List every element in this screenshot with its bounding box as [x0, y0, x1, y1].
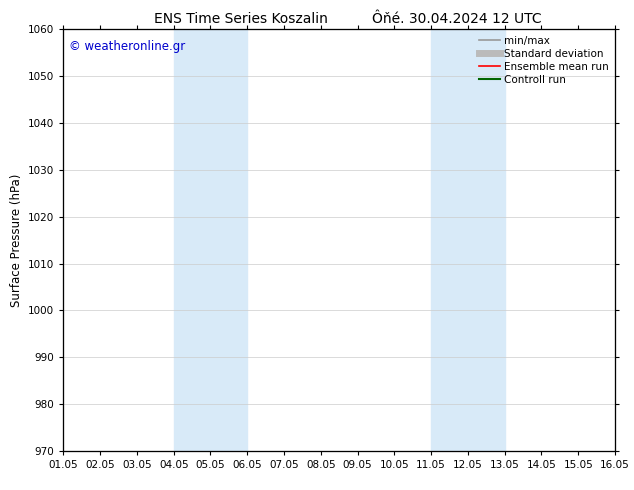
Text: Ôňé. 30.04.2024 12 UTC: Ôňé. 30.04.2024 12 UTC — [372, 12, 541, 26]
Bar — [174, 29, 247, 451]
Y-axis label: Surface Pressure (hPa): Surface Pressure (hPa) — [10, 173, 23, 307]
Text: © weatheronline.gr: © weatheronline.gr — [69, 40, 185, 53]
Text: ENS Time Series Koszalin: ENS Time Series Koszalin — [154, 12, 328, 26]
Legend: min/max, Standard deviation, Ensemble mean run, Controll run: min/max, Standard deviation, Ensemble me… — [475, 31, 613, 89]
Bar — [431, 29, 505, 451]
